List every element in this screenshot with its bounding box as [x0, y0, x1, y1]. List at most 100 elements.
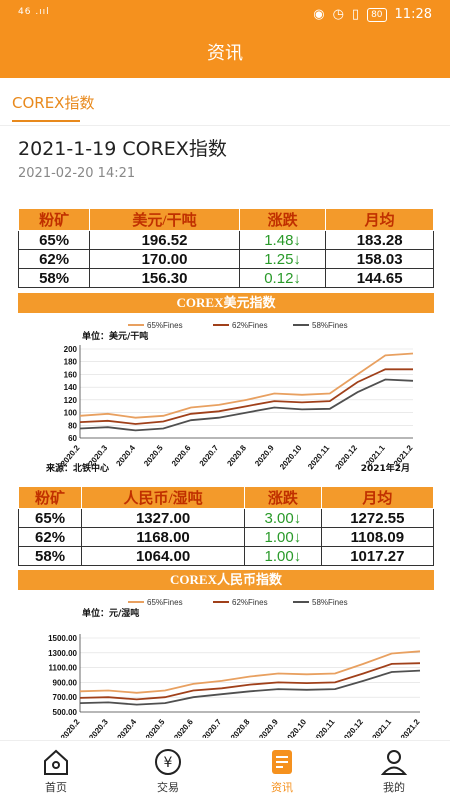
y-tick-label: 60	[68, 434, 77, 443]
table-cell: 3.00↓	[244, 508, 322, 528]
series-line	[79, 368, 413, 425]
table-cell: 1272.55	[320, 508, 435, 528]
x-tick-label: 2020.4	[114, 443, 137, 468]
table-cell: 196.52	[89, 230, 240, 250]
x-tick-label: 2020.9	[257, 717, 280, 738]
table-cell: 1327.00	[81, 508, 246, 528]
y-tick-label: 900.00	[53, 678, 78, 687]
page-title: 资讯	[0, 30, 450, 78]
usd-chart-svg: 65%Fines 62%Fines 58%Fines 单位：美元/干吨 200 180 16…	[45, 321, 415, 474]
chart-title: COREX人民币指数	[18, 570, 434, 590]
table-cell: 58%	[17, 268, 91, 288]
table-cell: 1168.00	[81, 527, 246, 547]
x-tick-label: 2020.12	[334, 443, 360, 471]
usd-chart: COREX美元指数 65%Fines 62%Fines 58%Fines 单位：美元/…	[18, 293, 434, 479]
table-header: 粉矿	[17, 486, 83, 509]
subtab-bar: COREX指数	[0, 78, 450, 126]
unit-label: 单位：美元/干吨	[82, 330, 148, 342]
y-tick-label: 200	[64, 345, 78, 354]
table-header: 月均	[325, 208, 434, 231]
y-tick-label: 700.00	[53, 693, 78, 702]
tab-profile[interactable]: 我的	[354, 745, 434, 795]
table-cell: 65%	[17, 230, 91, 250]
series-line	[79, 669, 421, 706]
article-date: 2021-02-20 14:21	[18, 166, 136, 181]
y-tick-label: 140	[64, 383, 78, 392]
chart-title: COREX美元指数	[18, 293, 434, 313]
x-tick-label: 2020.11	[311, 717, 337, 738]
cny-table: 粉矿 人民币/湿吨 涨跌 月均 65% 1327.00 3.00↓ 1272.5…	[17, 486, 435, 566]
series-line	[79, 650, 421, 694]
news-icon	[242, 745, 322, 779]
x-tick-label: 2020.12	[339, 717, 365, 738]
legend-label: 62%Fines	[232, 321, 268, 330]
y-tick-label: 500.00	[53, 708, 78, 717]
x-tick-label: 2020.10	[283, 717, 309, 738]
y-tick-label: 80	[68, 421, 77, 430]
x-tick-label: 2020.10	[278, 443, 304, 471]
x-tick-label: 2020.7	[201, 717, 224, 738]
y-tick-label: 1100.00	[49, 664, 78, 673]
cny-chart: COREX人民币指数 65%Fines 62%Fines 58%Fines 单位：元/…	[18, 570, 434, 745]
legend-label: 62%Fines	[232, 598, 268, 607]
status-bar: 46 .ııl ◉ ◷ ▯ 80 11:28	[0, 0, 450, 30]
table-cell: 62%	[17, 249, 91, 269]
x-tick-label: 2020.7	[198, 443, 221, 468]
x-tick-label: 2020.3	[87, 717, 110, 738]
table-cell: 170.00	[89, 249, 240, 269]
svg-text:¥: ¥	[164, 755, 173, 771]
table-cell: 62%	[17, 527, 83, 547]
table-header: 人民币/湿吨	[81, 486, 246, 509]
tab-label: 资讯	[271, 781, 293, 794]
table-row: 65% 1327.00 3.00↓ 1272.55	[17, 508, 435, 528]
table-cell: 1.25↓	[238, 249, 327, 269]
tab-corex[interactable]: COREX指数	[12, 94, 95, 112]
x-tick-label: 2020.6	[170, 443, 193, 468]
legend-label: 58%Fines	[312, 598, 348, 607]
x-tick-label: 2020.8	[225, 443, 248, 468]
x-tick-label: 2020.5	[144, 717, 167, 738]
table-header: 月均	[320, 486, 435, 509]
tab-underline	[12, 120, 80, 122]
y-tick-label: 120	[64, 396, 78, 405]
clock: 11:28	[394, 7, 432, 22]
table-header: 涨跌	[238, 208, 327, 231]
bottom-tab-bar: 首页 ¥ 交易 资讯 我的	[0, 740, 450, 800]
table-cell: 158.03	[325, 249, 434, 269]
alarm-icon: ◷	[332, 7, 344, 22]
eye-icon: ◉	[313, 7, 325, 22]
vibrate-icon: ▯	[351, 7, 360, 22]
x-tick-label: 2020.4	[116, 717, 139, 738]
y-tick-label: 1500.00	[48, 634, 77, 643]
article-title: 2021-1-19 COREX指数	[18, 138, 227, 160]
table-row: 58% 1064.00 1.00↓ 1017.27	[17, 546, 435, 566]
legend-label: 65%Fines	[147, 598, 183, 607]
tab-home[interactable]: 首页	[16, 745, 96, 795]
table-cell: 1.00↓	[244, 546, 322, 566]
x-tick-label: 2021.1	[371, 717, 394, 738]
table-header: 粉矿	[17, 208, 91, 231]
table-cell: 0.12↓	[238, 268, 327, 288]
y-tick-label: 1300.00	[48, 649, 77, 658]
x-tick-label: 2021.2	[399, 717, 422, 738]
tab-label: 交易	[157, 781, 179, 794]
battery-icon: 80	[367, 7, 387, 22]
series-line	[79, 352, 414, 419]
x-tick-label: 2020.8	[229, 717, 252, 738]
legend-label: 65%Fines	[147, 321, 183, 330]
tab-label: 我的	[383, 781, 405, 794]
tab-trade[interactable]: ¥ 交易	[128, 745, 208, 795]
x-tick-label: 2020.9	[253, 443, 276, 468]
unit-label: 单位：元/湿吨	[82, 607, 139, 619]
tab-news[interactable]: 资讯	[242, 745, 322, 795]
legend-label: 58%Fines	[312, 321, 348, 330]
x-tick-label: 2020.11	[306, 443, 332, 471]
table-row: 62% 170.00 1.25↓ 158.03	[17, 249, 434, 269]
period-label: 2021年2月	[361, 462, 410, 474]
x-tick-label: 2020.6	[172, 717, 195, 738]
table-cell: 1017.27	[320, 546, 435, 566]
table-header: 涨跌	[244, 486, 322, 509]
table-header: 美元/干吨	[89, 208, 240, 231]
table-cell: 144.65	[325, 268, 434, 288]
series-line	[79, 378, 414, 432]
